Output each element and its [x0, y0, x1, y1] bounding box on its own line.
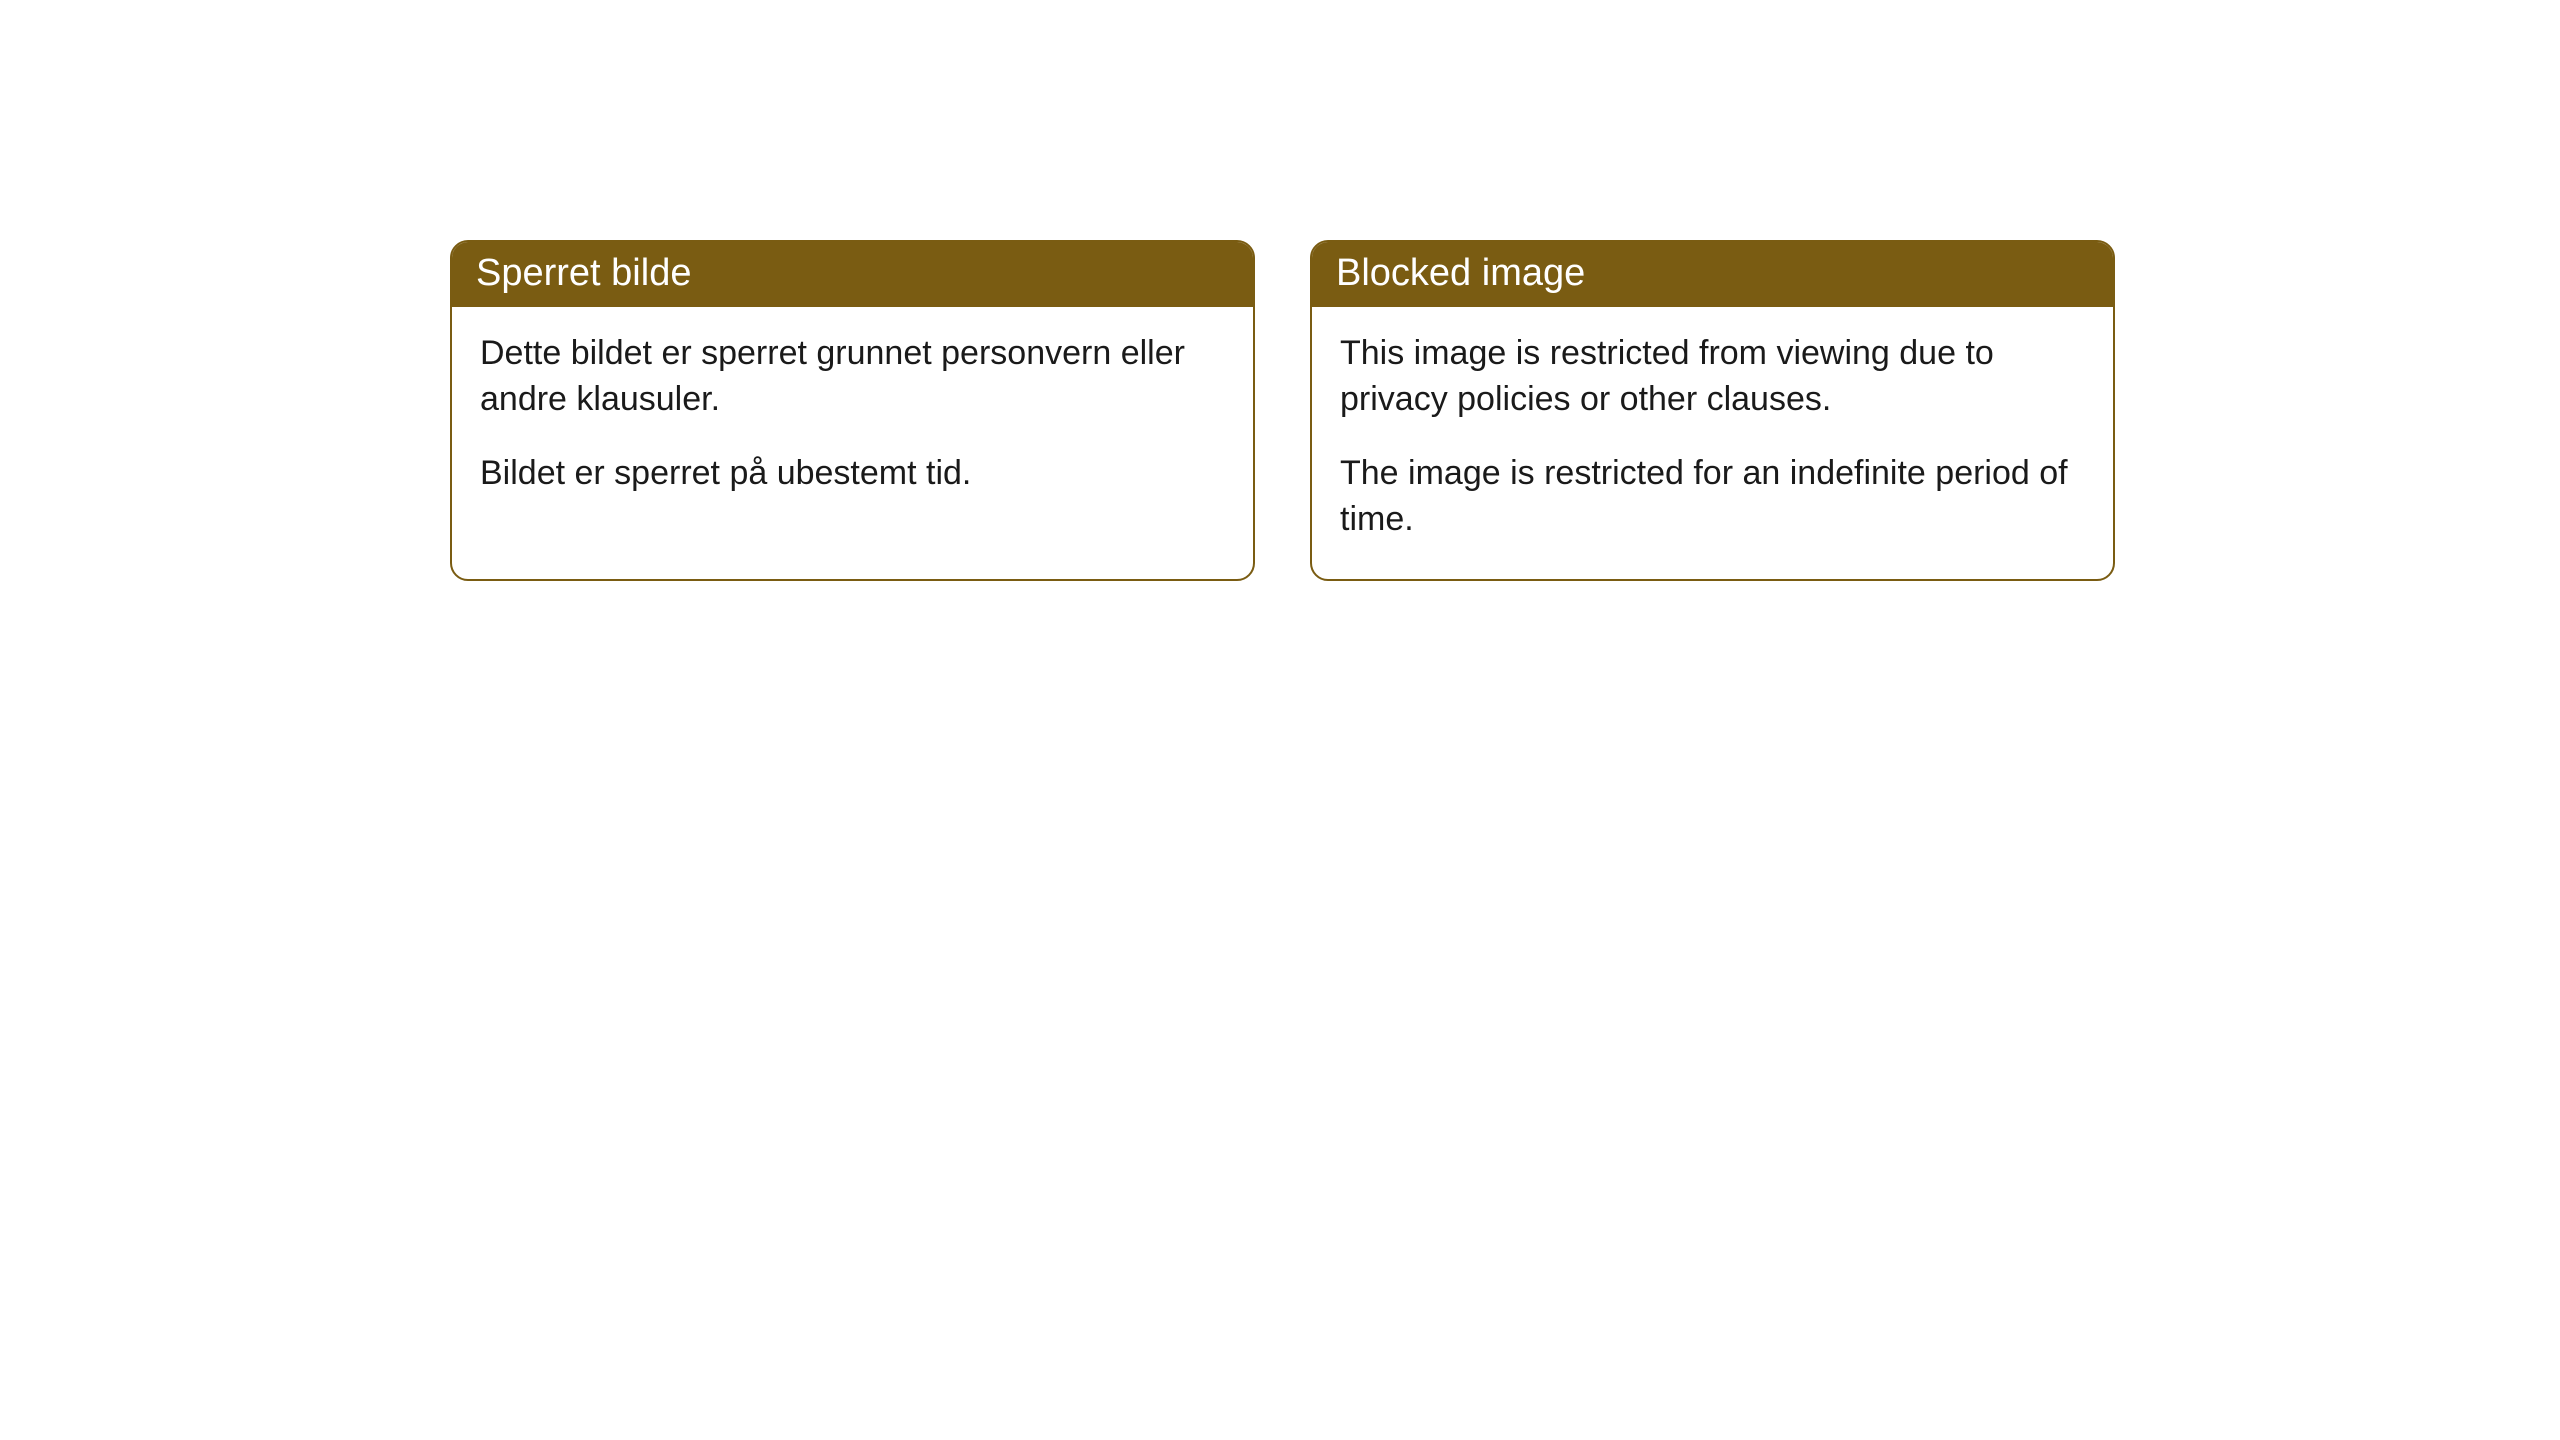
card-text-line-1: This image is restricted from viewing du… [1340, 331, 2085, 423]
blocked-image-card-norwegian: Sperret bilde Dette bildet er sperret gr… [450, 240, 1255, 581]
card-header: Sperret bilde [452, 242, 1253, 307]
card-text-line-2: The image is restricted for an indefinit… [1340, 451, 2085, 543]
card-body: This image is restricted from viewing du… [1312, 307, 2113, 579]
card-header: Blocked image [1312, 242, 2113, 307]
card-text-line-1: Dette bildet er sperret grunnet personve… [480, 331, 1225, 423]
blocked-image-card-english: Blocked image This image is restricted f… [1310, 240, 2115, 581]
notice-cards-container: Sperret bilde Dette bildet er sperret gr… [0, 0, 2560, 581]
card-body: Dette bildet er sperret grunnet personve… [452, 307, 1253, 533]
card-text-line-2: Bildet er sperret på ubestemt tid. [480, 451, 1225, 497]
